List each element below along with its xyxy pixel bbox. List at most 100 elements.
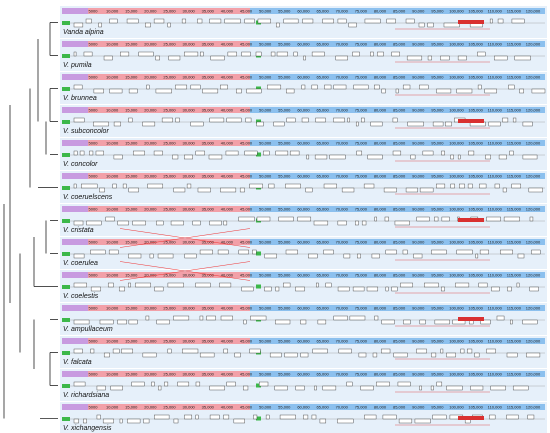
gene xyxy=(468,150,475,156)
ruler-tick-label: 60,000 xyxy=(297,339,310,344)
block-red xyxy=(88,305,250,311)
ruler-tick-label: 40,000 xyxy=(221,108,234,113)
gene xyxy=(164,381,169,387)
gene xyxy=(167,22,171,28)
gene xyxy=(498,154,507,160)
ruler-tick-label: 115,000 xyxy=(507,207,522,212)
ruler-tick-label: 90,000 xyxy=(412,339,425,344)
gene xyxy=(303,55,306,61)
gene xyxy=(526,352,541,358)
gene xyxy=(314,154,328,160)
ruler-tick-label: 25,000 xyxy=(163,207,176,212)
ruler-tick-label: 105,000 xyxy=(468,405,483,410)
ruler-tick-label: 50,000 xyxy=(259,9,272,14)
ruler-tick-label: 95,000 xyxy=(431,273,444,278)
ruler-tick-label: 65,000 xyxy=(316,75,329,80)
gene-green xyxy=(256,251,261,256)
gene xyxy=(278,216,294,222)
ruler-tick-label: 10,000 xyxy=(106,273,119,278)
gene xyxy=(516,282,520,288)
gene xyxy=(209,414,220,420)
ruler-tick-label: 35,000 xyxy=(202,339,215,344)
ruler-tick-label: 35,000 xyxy=(202,372,215,377)
gene xyxy=(90,348,95,354)
gene xyxy=(155,88,172,94)
gene xyxy=(167,282,184,288)
gene xyxy=(86,220,102,226)
ruler-tick-label: 120,000 xyxy=(526,108,541,113)
track: 5000 10,000 15,000 20,000 25,000 30,000 35,000… xyxy=(60,303,547,335)
gene xyxy=(257,18,271,24)
cross-link xyxy=(119,261,251,281)
gene xyxy=(467,183,473,189)
ruler-tick-label: 60,000 xyxy=(297,108,310,113)
gene xyxy=(478,282,488,288)
gene xyxy=(276,22,280,28)
ruler-tick-label: 45,000 xyxy=(240,306,253,311)
gene xyxy=(491,286,500,292)
ruler-tick-label: 45,000 xyxy=(240,75,253,80)
gene xyxy=(293,51,298,57)
gene xyxy=(226,117,242,123)
block-purple xyxy=(62,8,88,14)
gene xyxy=(103,55,113,61)
gene xyxy=(217,249,229,255)
gene xyxy=(209,385,225,391)
gene xyxy=(133,150,145,156)
gene xyxy=(267,84,282,90)
gene xyxy=(149,253,154,259)
gene xyxy=(90,249,106,255)
ruler-tick-label: 10,000 xyxy=(106,75,119,80)
ruler-tick-label: 55,000 xyxy=(278,108,291,113)
block-red xyxy=(88,8,250,14)
ruler-tick-label: 30,000 xyxy=(183,75,196,80)
gene xyxy=(313,220,329,226)
gene xyxy=(79,150,85,156)
gene xyxy=(424,282,439,288)
ruler-tick-label: 30,000 xyxy=(183,42,196,47)
gene xyxy=(285,183,301,189)
gene xyxy=(142,121,156,127)
ruler-tick-label: 10,000 xyxy=(106,339,119,344)
gene xyxy=(192,220,201,226)
ruler-tick-label: 20,000 xyxy=(144,108,157,113)
gene xyxy=(289,150,300,156)
gene xyxy=(459,183,465,189)
gene xyxy=(324,84,332,90)
gene xyxy=(512,117,517,123)
gene-red xyxy=(458,317,484,321)
gene xyxy=(73,150,78,156)
ruler-tick-label: 40,000 xyxy=(221,207,234,212)
ruler-tick-label: 10,000 xyxy=(106,9,119,14)
gene xyxy=(531,88,546,94)
ruler-tick-label: 70,000 xyxy=(336,240,349,245)
ruler-tick-label: 65,000 xyxy=(316,42,329,47)
gene xyxy=(382,414,397,420)
block-red xyxy=(88,140,250,146)
ruler-tick-label: 105,000 xyxy=(468,372,483,377)
gene xyxy=(80,183,98,189)
ruler-tick-label: 110,000 xyxy=(488,108,503,113)
gene xyxy=(135,282,151,288)
gene xyxy=(479,183,487,189)
ruler-tick-label: 110,000 xyxy=(488,306,503,311)
ruler-tick-label: 45,000 xyxy=(240,273,253,278)
gene xyxy=(128,88,138,94)
ruler-tick-label: 80,000 xyxy=(374,372,387,377)
gene xyxy=(517,253,525,259)
gene xyxy=(497,18,504,24)
gene xyxy=(348,22,357,28)
ruler-tick-label: 15,000 xyxy=(125,75,138,80)
gene xyxy=(364,18,381,24)
block-blue xyxy=(250,404,545,410)
gene xyxy=(117,220,129,226)
gene xyxy=(317,319,327,325)
gene xyxy=(73,220,84,226)
ruler-tick-label: 90,000 xyxy=(412,141,425,146)
gene xyxy=(394,220,410,226)
gene xyxy=(325,282,332,288)
ruler-tick-label: 95,000 xyxy=(431,174,444,179)
gene-green xyxy=(256,152,261,157)
gene xyxy=(338,348,352,354)
ruler-tick-label: 10,000 xyxy=(106,42,119,47)
